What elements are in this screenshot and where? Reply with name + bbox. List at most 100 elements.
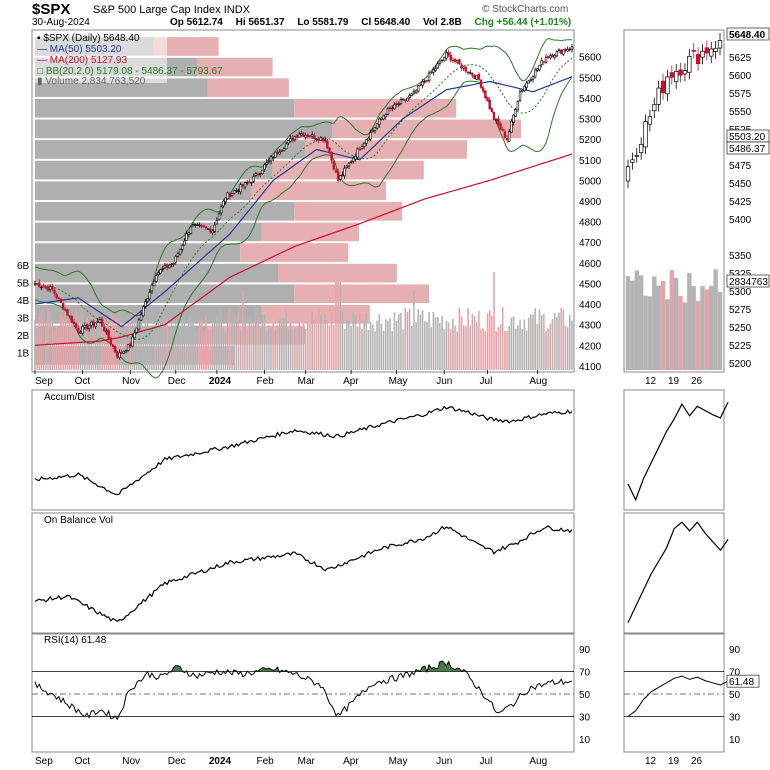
candle-body [92, 321, 95, 326]
zoom-price-tick: 5425 [729, 197, 752, 208]
candle-body [51, 285, 54, 290]
volume-bar [101, 317, 103, 370]
volume-bar [374, 331, 376, 370]
candle-body [417, 85, 420, 92]
volume-bar [415, 322, 417, 370]
zoom-volume-bar [665, 299, 670, 370]
zoom-date-label: 19 [668, 376, 680, 387]
volume-bar [86, 317, 88, 370]
volume-bar [161, 311, 164, 370]
candle-body [284, 143, 288, 150]
volume-bar [71, 323, 73, 370]
volume-bar [504, 331, 506, 370]
candle-body [109, 337, 112, 345]
candle-body [38, 282, 41, 288]
volume-bar [294, 327, 296, 370]
price-axis: 4100 4200 4300 4400 4500 4600 4700 4800 4900 5000… [579, 53, 602, 373]
month-label: May [389, 756, 408, 767]
candle-body [252, 176, 255, 182]
volume-bar [441, 316, 443, 370]
candle-body [321, 137, 325, 142]
volume-bar [376, 320, 378, 370]
volume-bar [465, 325, 467, 370]
candle-body [274, 151, 277, 158]
volume-bar [172, 327, 175, 370]
volume-bar [94, 316, 97, 370]
candle-body [261, 169, 264, 174]
candle-body [297, 133, 301, 138]
volume-bar [166, 318, 168, 370]
month-label: Mar [298, 376, 316, 387]
volume-bar [384, 319, 387, 370]
candle-body [514, 109, 517, 117]
volume-bar [534, 308, 536, 370]
rsi-overbought-fill [447, 661, 450, 672]
month-label: Mar [298, 756, 316, 767]
zoom-candle-body [717, 39, 723, 49]
volume-bar [326, 320, 329, 370]
candle-body [107, 330, 110, 339]
candle-body [482, 87, 485, 92]
volume-bar [283, 318, 285, 370]
candle-body [187, 232, 190, 235]
candle-body [200, 225, 203, 227]
month-label: May [389, 376, 408, 387]
rsi-tick: 90 [579, 645, 591, 656]
volume-bar [434, 317, 437, 370]
volume-bar [313, 320, 316, 370]
candle-body [410, 93, 413, 96]
legend-ma50: — MA(50) 5503.20 [37, 44, 122, 55]
rsi-panel-frame [31, 633, 575, 753]
volume-bar [168, 330, 171, 370]
brand-label[interactable]: © StockCharts.com [482, 4, 569, 15]
rsi-overbought-fill [456, 668, 459, 672]
candle-body [505, 138, 509, 141]
zoom-volume-bar [656, 285, 661, 370]
candle-body [59, 298, 63, 303]
candle-body [349, 161, 353, 163]
volume-bar [257, 316, 259, 370]
zoom-price-tag-text: 5486.37 [729, 144, 766, 155]
candle-body [172, 262, 175, 265]
zoom-price-tick: 5600 [729, 71, 752, 82]
volume-bar [547, 328, 549, 370]
zoom-price-tick: 5325 [729, 269, 752, 280]
volume-bar [400, 312, 402, 370]
candle-body [334, 170, 338, 173]
candle-body [520, 89, 524, 92]
volume-bar [343, 328, 346, 370]
candle-body [269, 156, 273, 162]
zoom-candle-body [691, 50, 696, 52]
legend-price: ▪ $SPX (Daily) 5648.40 [37, 33, 140, 44]
volume-bar [68, 322, 71, 370]
candle-body [161, 268, 164, 270]
volume-bar [311, 311, 313, 370]
zoom-volume-bar [682, 302, 688, 370]
candle-body [241, 184, 245, 187]
zoom-price-tag-text: 5648.40 [729, 30, 766, 41]
candle-body [211, 230, 214, 234]
month-label: Dec [168, 376, 186, 387]
volume-bar [55, 326, 58, 370]
zoom-volume-bar [687, 273, 692, 370]
rsi-overbought-fill [276, 667, 279, 672]
zoom-obv-frame [623, 512, 725, 634]
volume-bar [540, 315, 543, 370]
candle-body [336, 171, 340, 181]
candle-body [258, 173, 262, 175]
candle-body [250, 182, 253, 184]
ma50-line [34, 76, 573, 328]
rsi-overbought-fill [451, 668, 455, 672]
volume-bar [88, 328, 90, 370]
candle-body [157, 272, 160, 275]
volume-bar [443, 329, 446, 370]
volume-bar [532, 314, 534, 370]
candle-body [100, 318, 104, 327]
vbp-bar-down [197, 57, 273, 77]
volume-bar [538, 309, 541, 370]
volume-bar [270, 328, 272, 370]
candle-body [391, 107, 394, 110]
volume-bar [66, 324, 69, 370]
candle-body [94, 322, 97, 327]
volume-bar [285, 308, 287, 370]
